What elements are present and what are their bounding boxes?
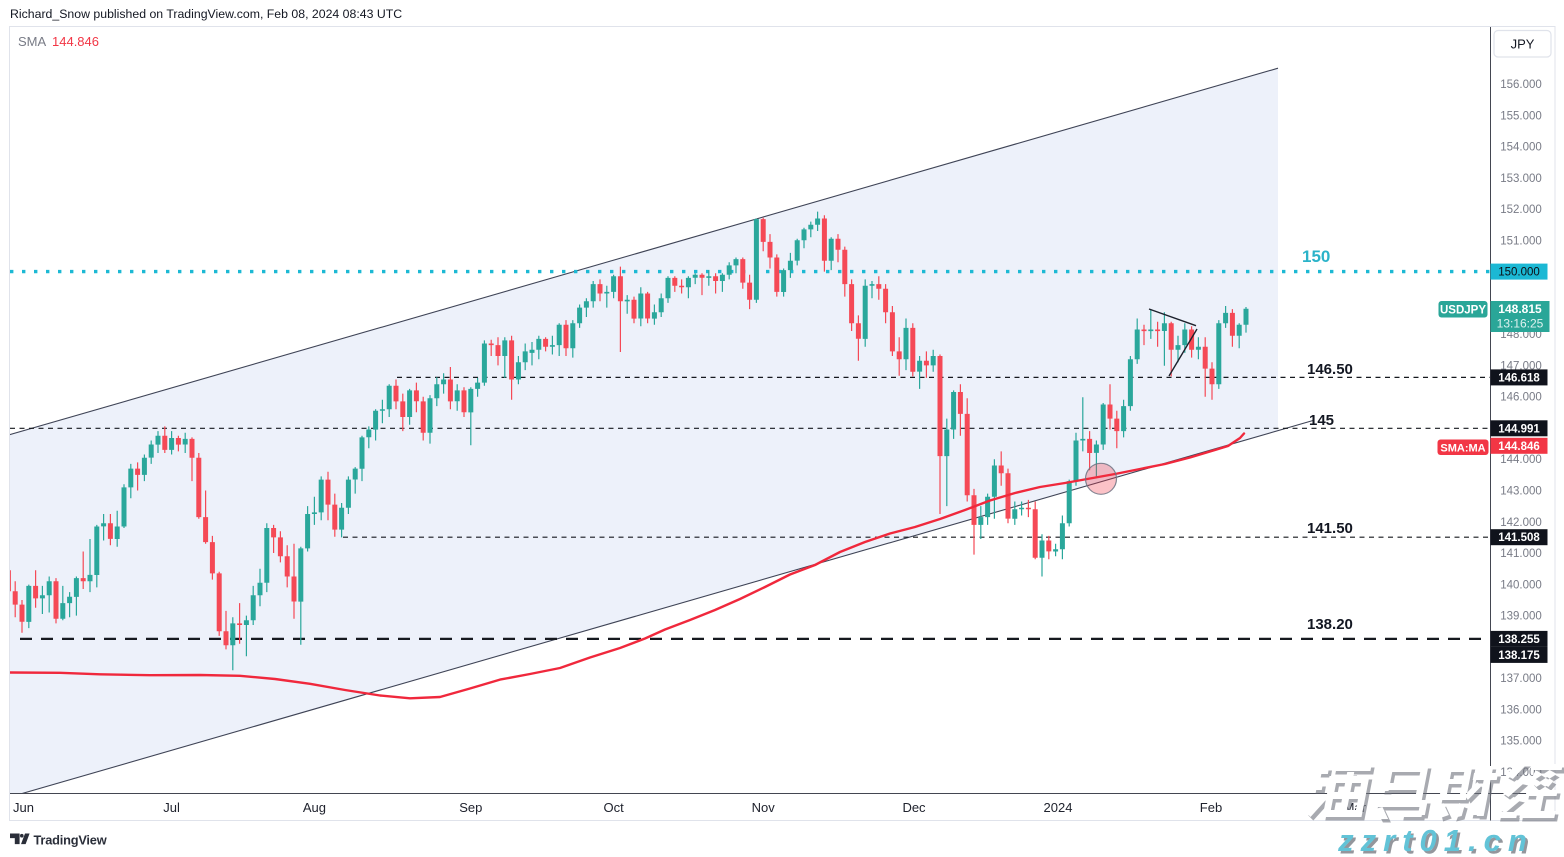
svg-text:156.000: 156.000 <box>1500 79 1542 91</box>
svg-text:151.000: 151.000 <box>1500 235 1542 247</box>
svg-text:2024: 2024 <box>1044 800 1073 815</box>
svg-text:USDJPY: USDJPY <box>1440 305 1486 317</box>
svg-text:JPY: JPY <box>1511 37 1535 52</box>
svg-text:154.000: 154.000 <box>1500 142 1542 154</box>
svg-text:Dec: Dec <box>902 800 926 815</box>
svg-text:SMA:MA: SMA:MA <box>1440 443 1485 455</box>
svg-text:135.000: 135.000 <box>1500 736 1542 748</box>
svg-text:143.000: 143.000 <box>1500 486 1542 498</box>
svg-text:140.000: 140.000 <box>1500 579 1542 591</box>
svg-text:146.50: 146.50 <box>1307 361 1353 378</box>
svg-text:144.000: 144.000 <box>1500 454 1542 466</box>
svg-text:141.508: 141.508 <box>1498 532 1540 544</box>
svg-text:SMA: SMA <box>18 34 47 49</box>
svg-text:138.255: 138.255 <box>1498 634 1540 646</box>
svg-text:138.175: 138.175 <box>1498 650 1540 662</box>
svg-text:zzrt01.cn: zzrt01.cn <box>1340 826 1537 857</box>
svg-text:150.000: 150.000 <box>1498 267 1540 279</box>
svg-text:148.000: 148.000 <box>1500 329 1542 341</box>
svg-text:Nov: Nov <box>752 800 776 815</box>
svg-text:144.991: 144.991 <box>1498 423 1540 435</box>
svg-text:Feb: Feb <box>1200 800 1222 815</box>
svg-text:zzrt01.cn: zzrt01.cn <box>1337 823 1534 857</box>
svg-text:141.50: 141.50 <box>1307 520 1353 537</box>
svg-text:155.000: 155.000 <box>1500 110 1542 122</box>
svg-text:153.000: 153.000 <box>1500 173 1542 185</box>
svg-text:144.846: 144.846 <box>1498 441 1540 453</box>
svg-text:Oct: Oct <box>603 800 624 815</box>
svg-text:138.20: 138.20 <box>1307 616 1353 633</box>
svg-text:152.000: 152.000 <box>1500 204 1542 216</box>
svg-text:144.846: 144.846 <box>52 34 99 49</box>
svg-text:142.000: 142.000 <box>1500 517 1542 529</box>
svg-text:150: 150 <box>1302 247 1330 266</box>
svg-text:148.815: 148.815 <box>1498 302 1542 316</box>
svg-text:Aug: Aug <box>303 800 326 815</box>
svg-text:13:16:25: 13:16:25 <box>1497 317 1544 331</box>
svg-text:136.000: 136.000 <box>1500 704 1542 716</box>
svg-text:137.000: 137.000 <box>1500 673 1542 685</box>
svg-text:146.000: 146.000 <box>1500 392 1542 404</box>
svg-text:146.618: 146.618 <box>1498 372 1540 384</box>
svg-text:141.000: 141.000 <box>1500 548 1542 560</box>
svg-text:145: 145 <box>1309 412 1334 429</box>
svg-text:TradingView: TradingView <box>34 833 107 848</box>
svg-text:139.000: 139.000 <box>1500 611 1542 623</box>
svg-text:Jun: Jun <box>13 800 34 815</box>
svg-text:Jul: Jul <box>163 800 180 815</box>
svg-text:Sep: Sep <box>459 800 482 815</box>
